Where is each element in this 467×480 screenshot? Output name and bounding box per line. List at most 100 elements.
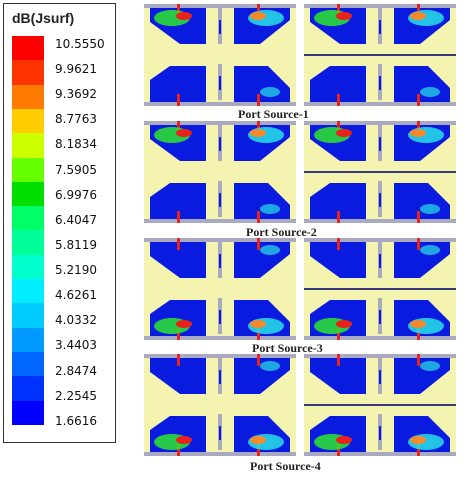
legend-tick-label: 2.2545	[55, 388, 97, 403]
legend-title: dB(Jsurf)	[12, 10, 75, 26]
feed-port	[417, 211, 420, 223]
legend-swatch	[12, 36, 44, 61]
feed-port	[257, 238, 260, 250]
current-hotspot	[260, 245, 280, 255]
center-slot	[219, 76, 221, 90]
legend-swatch	[12, 181, 44, 207]
current-hotspot	[336, 12, 352, 20]
current-hotspot	[410, 129, 426, 137]
center-slot	[219, 254, 221, 268]
feed-port	[257, 4, 260, 16]
center-slot	[219, 20, 221, 34]
legend-tick-label: 4.0332	[55, 313, 97, 328]
center-slot	[379, 193, 381, 207]
feed-port	[177, 94, 180, 106]
panel-s2-left	[144, 121, 296, 223]
edge-strip	[304, 219, 456, 223]
center-slot	[379, 76, 381, 90]
current-hotspot	[250, 320, 266, 328]
panel-s2-right	[304, 121, 456, 223]
edge-strip	[144, 102, 296, 106]
current-hotspot	[176, 320, 192, 328]
center-slot	[219, 310, 221, 324]
edge-strip	[304, 102, 456, 106]
feed-port	[337, 4, 340, 16]
legend-swatch	[12, 157, 44, 183]
divider-line	[304, 54, 456, 56]
center-slot	[379, 370, 381, 384]
legend-swatch	[12, 84, 44, 110]
panel-s4-left	[144, 354, 296, 456]
feed-port	[177, 328, 180, 340]
center-slot	[379, 137, 381, 151]
feed-port	[337, 238, 340, 250]
feed-port	[337, 354, 340, 366]
legend-swatch	[12, 230, 44, 256]
feed-port	[337, 121, 340, 133]
legend-swatch	[12, 60, 44, 86]
legend-tick-label: 2.8474	[55, 363, 97, 378]
feed-port	[257, 211, 260, 223]
feed-port	[417, 121, 420, 133]
legend-swatch	[12, 279, 44, 304]
divider-line	[304, 171, 456, 173]
antenna-patch	[150, 183, 206, 219]
edge-strip	[144, 452, 296, 456]
edge-strip	[144, 354, 296, 358]
current-hotspot	[410, 12, 426, 20]
antenna-patch	[310, 358, 366, 394]
legend-swatch	[12, 254, 44, 280]
current-hotspot	[260, 87, 280, 97]
current-hotspot	[336, 129, 352, 137]
edge-strip	[304, 354, 456, 358]
port-source-label: Port Source-3	[252, 341, 323, 355]
legend-tick-label: 7.5905	[55, 162, 97, 177]
legend-swatch	[12, 376, 44, 401]
feed-port	[177, 211, 180, 223]
divider-line	[304, 404, 456, 406]
current-hotspot	[336, 436, 352, 444]
legend-swatch	[12, 303, 44, 329]
feed-port	[177, 4, 180, 16]
legend-swatch	[12, 108, 44, 134]
feed-port	[177, 354, 180, 366]
feed-port	[417, 238, 420, 250]
feed-port	[177, 121, 180, 133]
legend-tick-label: 9.9621	[55, 62, 97, 77]
legend-tick-label: 9.3692	[55, 87, 97, 102]
panel-s3-left	[144, 238, 296, 340]
legend-tick-label: 10.5550	[55, 37, 105, 51]
feed-port	[417, 354, 420, 366]
edge-strip	[304, 336, 456, 340]
feed-port	[337, 444, 340, 456]
antenna-patch	[310, 183, 366, 219]
edge-strip	[144, 4, 296, 8]
port-source-label: Port Source-4	[250, 459, 321, 473]
edge-strip	[304, 4, 456, 8]
current-hotspot	[410, 436, 426, 444]
edge-strip	[304, 238, 456, 242]
antenna-patch	[150, 358, 206, 394]
feed-port	[257, 354, 260, 366]
center-slot	[219, 137, 221, 151]
feed-port	[337, 328, 340, 340]
current-hotspot	[420, 245, 440, 255]
panel-s1-left	[144, 4, 296, 106]
feed-port	[337, 94, 340, 106]
feed-port	[417, 94, 420, 106]
feed-port	[337, 211, 340, 223]
legend-tick-label: 4.6261	[55, 288, 97, 303]
panel-s4-right	[304, 354, 456, 456]
divider-line	[304, 288, 456, 290]
feed-port	[177, 444, 180, 456]
current-hotspot	[260, 204, 280, 214]
port-source-label: Port Source-1	[238, 107, 309, 121]
feed-port	[417, 444, 420, 456]
center-slot	[219, 426, 221, 440]
legend-tick-label: 3.4403	[55, 338, 97, 353]
legend-swatch	[12, 133, 44, 158]
center-slot	[379, 310, 381, 324]
edge-strip	[144, 238, 296, 242]
feed-port	[417, 4, 420, 16]
